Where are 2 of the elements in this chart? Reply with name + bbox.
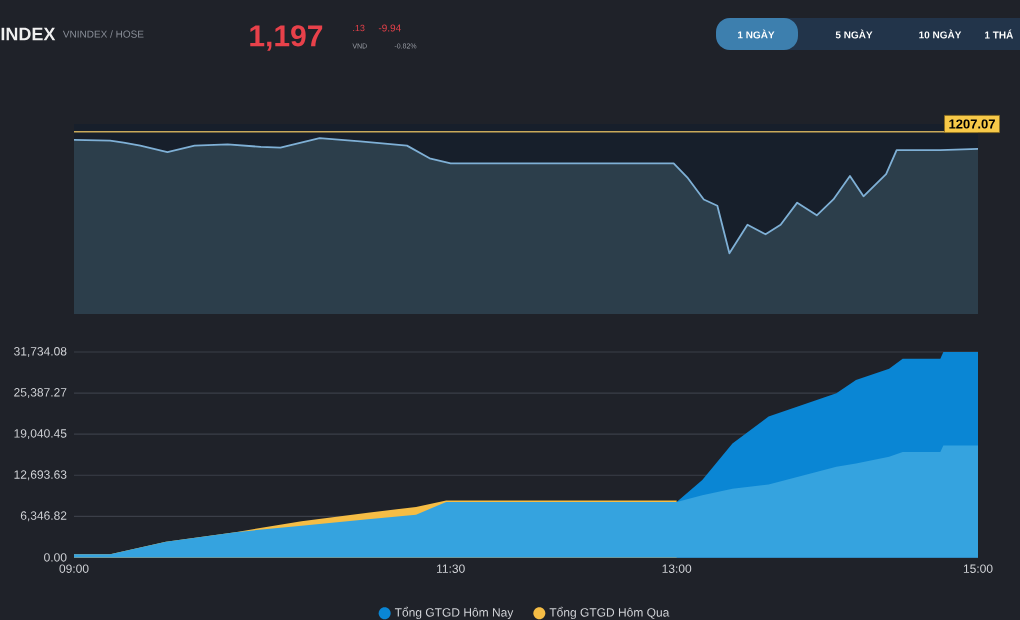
chart-title: INDEX xyxy=(1,27,56,41)
text: 1,197 xyxy=(250,25,323,51)
